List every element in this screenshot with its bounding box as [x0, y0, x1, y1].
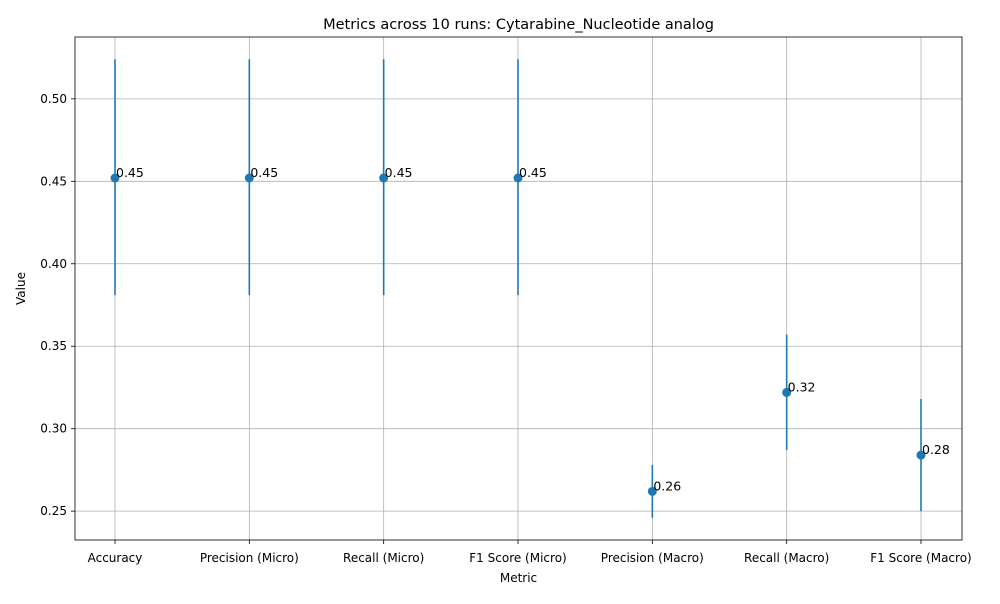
plot-frame: [74, 36, 963, 541]
data-label: 0.45: [116, 165, 144, 180]
chart-title: Metrics across 10 runs: Cytarabine_Nucle…: [323, 17, 714, 33]
data-point: [647, 486, 657, 496]
data-point: [244, 173, 254, 183]
x-tick-label: Recall (Macro): [744, 551, 829, 565]
data-label: 0.45: [519, 165, 547, 180]
y-tick-label: 0.50: [40, 92, 67, 106]
data-label: 0.45: [385, 165, 413, 180]
x-tick-label: F1 Score (Micro): [469, 551, 566, 565]
data-label: 0.26: [653, 478, 681, 493]
x-tick-label: Precision (Micro): [200, 551, 299, 565]
y-tick-label: 0.35: [40, 339, 67, 353]
y-tick-label: 0.30: [40, 422, 67, 436]
data-point: [916, 450, 926, 460]
y-axis-label: Value: [14, 272, 28, 305]
data-label: 0.45: [250, 165, 278, 180]
tick-layer: 0.25 0.30 0.35 0.40 0.45 0.50 Accuracy Precisio…: [40, 92, 971, 565]
data-label: 0.32: [788, 379, 816, 394]
x-tick-label: F1 Score (Macro): [870, 551, 971, 565]
y-tick-label: 0.40: [40, 257, 67, 271]
y-tick-label: 0.45: [40, 174, 67, 188]
data-point: [379, 173, 389, 183]
data-point: [110, 173, 120, 183]
x-tick-label: Accuracy: [88, 551, 143, 565]
data-label: 0.28: [922, 442, 950, 457]
x-tick-label: Precision (Macro): [601, 551, 704, 565]
data-point: [513, 173, 523, 183]
data-point: [782, 387, 792, 397]
series-layer: 0.45 0.45 0.45 0.45 0.26 0.32 0.28: [110, 59, 950, 518]
x-axis-label: Metric: [500, 571, 537, 585]
x-tick-label: Recall (Micro): [343, 551, 424, 565]
y-tick-label: 0.25: [40, 504, 67, 518]
